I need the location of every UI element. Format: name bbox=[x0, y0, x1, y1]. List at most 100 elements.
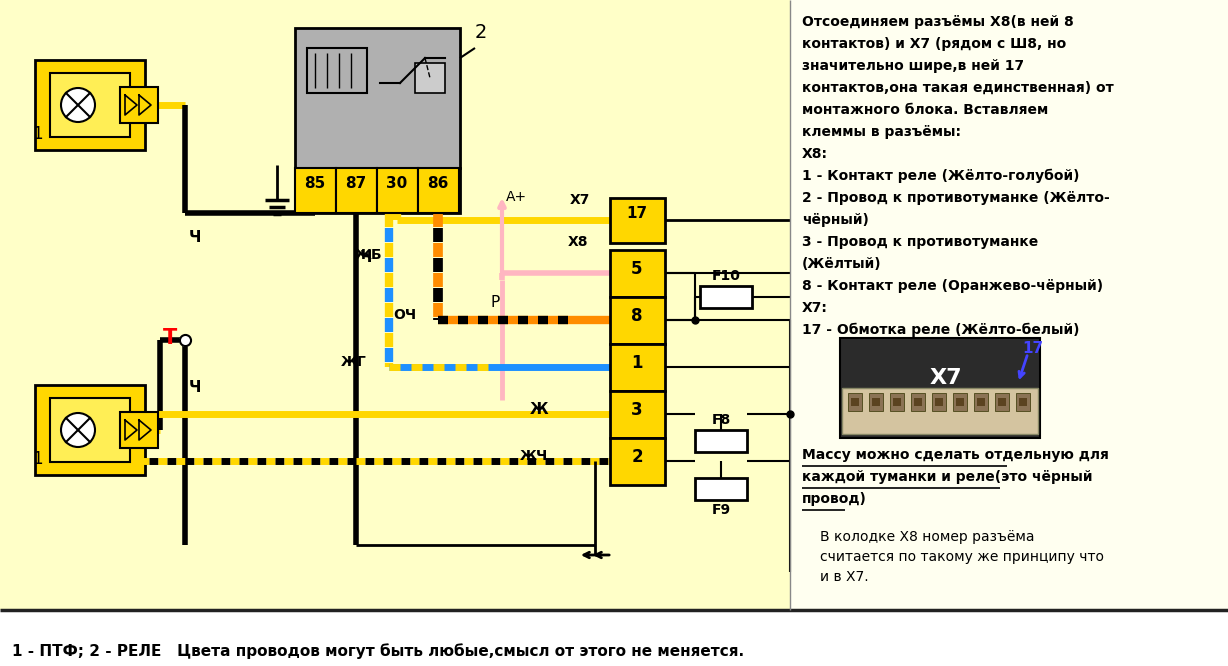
Text: Х8:: Х8: bbox=[802, 147, 828, 161]
Bar bbox=[911, 393, 925, 411]
Bar bbox=[307, 48, 367, 93]
Text: 5: 5 bbox=[631, 260, 642, 278]
Bar bbox=[295, 28, 460, 168]
Text: чёрный): чёрный) bbox=[802, 213, 869, 227]
Bar bbox=[377, 168, 418, 213]
Bar bbox=[851, 398, 860, 406]
Bar bbox=[610, 250, 666, 297]
Bar bbox=[1016, 393, 1030, 411]
Text: В колодке Х8 номер разъёма: В колодке Х8 номер разъёма bbox=[820, 530, 1034, 544]
Bar bbox=[893, 398, 901, 406]
Text: X8: X8 bbox=[569, 235, 588, 249]
Text: каждой туманки и реле(это чёрный: каждой туманки и реле(это чёрный bbox=[802, 470, 1093, 484]
Text: 85: 85 bbox=[305, 176, 325, 191]
Text: Отсоединяем разъёмы Х8(в ней 8: Отсоединяем разъёмы Х8(в ней 8 bbox=[802, 15, 1073, 29]
Bar bbox=[36, 60, 145, 150]
Bar bbox=[36, 385, 145, 475]
Text: и в Х7.: и в Х7. bbox=[820, 570, 868, 584]
Bar bbox=[869, 393, 883, 411]
Bar bbox=[953, 393, 966, 411]
Bar bbox=[120, 87, 158, 123]
Text: F8: F8 bbox=[711, 413, 731, 427]
Text: контактов,она такая единственная) от: контактов,она такая единственная) от bbox=[802, 81, 1114, 95]
Text: клеммы в разъёмы:: клеммы в разъёмы: bbox=[802, 125, 962, 139]
Text: 8: 8 bbox=[631, 307, 642, 325]
Text: Х7:: Х7: bbox=[802, 301, 828, 315]
Text: 2: 2 bbox=[631, 448, 642, 466]
Bar bbox=[790, 0, 1228, 610]
Text: провод): провод) bbox=[802, 492, 867, 506]
Bar bbox=[872, 398, 880, 406]
Bar bbox=[50, 398, 130, 462]
Text: считается по такому же принципу что: считается по такому же принципу что bbox=[820, 550, 1104, 564]
Bar bbox=[418, 168, 459, 213]
Text: 1: 1 bbox=[32, 450, 43, 468]
Bar bbox=[295, 168, 460, 213]
Text: 87: 87 bbox=[345, 176, 367, 191]
Bar bbox=[849, 393, 862, 411]
Text: 2: 2 bbox=[475, 23, 488, 42]
Bar bbox=[957, 398, 964, 406]
Text: Ч: Ч bbox=[189, 230, 201, 245]
Polygon shape bbox=[139, 420, 151, 440]
Text: 17: 17 bbox=[626, 206, 647, 221]
Text: 3: 3 bbox=[631, 401, 642, 419]
Bar bbox=[50, 73, 130, 137]
Bar bbox=[120, 412, 158, 448]
Text: 30: 30 bbox=[387, 176, 408, 191]
Bar bbox=[700, 286, 752, 308]
Text: Массу можно сделать отдельную для: Массу можно сделать отдельную для bbox=[802, 448, 1109, 462]
Circle shape bbox=[61, 413, 95, 447]
Text: значительно шире,в ней 17: значительно шире,в ней 17 bbox=[802, 59, 1024, 73]
Text: F9: F9 bbox=[711, 503, 731, 517]
Text: 17 - Обмотка реле (Жёлто-белый): 17 - Обмотка реле (Жёлто-белый) bbox=[802, 323, 1079, 337]
Bar bbox=[842, 388, 1038, 434]
Bar bbox=[0, 610, 1228, 666]
Polygon shape bbox=[125, 420, 138, 440]
Text: ЖЧ: ЖЧ bbox=[519, 449, 548, 463]
Circle shape bbox=[61, 88, 95, 122]
Text: Ж: Ж bbox=[530, 402, 549, 417]
Text: A+: A+ bbox=[506, 190, 527, 204]
Bar bbox=[610, 391, 666, 438]
Text: P: P bbox=[490, 295, 500, 310]
Text: X7: X7 bbox=[570, 193, 591, 207]
Bar bbox=[336, 168, 377, 213]
Text: 17: 17 bbox=[1022, 341, 1043, 356]
Bar bbox=[295, 168, 336, 213]
Text: Т: Т bbox=[163, 328, 177, 348]
Text: 1 - ПТФ; 2 - РЕЛЕ   Цвета проводов могут быть любые,смысл от этого не меняется.: 1 - ПТФ; 2 - РЕЛЕ Цвета проводов могут б… bbox=[12, 643, 744, 659]
Bar bbox=[932, 393, 946, 411]
Text: монтажного блока. Вставляем: монтажного блока. Вставляем bbox=[802, 103, 1049, 117]
Bar bbox=[998, 398, 1006, 406]
Text: 1: 1 bbox=[32, 125, 43, 143]
Polygon shape bbox=[125, 95, 138, 115]
Text: 1: 1 bbox=[631, 354, 642, 372]
Text: 3 - Провод к противотуманке: 3 - Провод к противотуманке bbox=[802, 235, 1038, 249]
Bar bbox=[415, 63, 445, 93]
Bar bbox=[0, 0, 790, 610]
Bar bbox=[840, 338, 1040, 438]
Bar bbox=[995, 393, 1009, 411]
Text: Ч: Ч bbox=[360, 250, 372, 265]
Bar bbox=[610, 344, 666, 391]
Bar bbox=[1019, 398, 1027, 406]
Text: 8 - Контакт реле (Оранжево-чёрный): 8 - Контакт реле (Оранжево-чёрный) bbox=[802, 279, 1103, 293]
Text: 86: 86 bbox=[427, 176, 448, 191]
Bar bbox=[610, 198, 666, 243]
Bar bbox=[935, 398, 943, 406]
Text: контактов) и Х7 (рядом с Ш8, но: контактов) и Х7 (рядом с Ш8, но bbox=[802, 37, 1066, 51]
Text: (Жёлтый): (Жёлтый) bbox=[802, 257, 882, 271]
Text: F10: F10 bbox=[711, 269, 740, 283]
Bar bbox=[695, 478, 747, 500]
Polygon shape bbox=[139, 95, 151, 115]
Text: ОЧ: ОЧ bbox=[393, 308, 416, 322]
Text: 2 - Провод к противотуманке (Жёлто-: 2 - Провод к противотуманке (Жёлто- bbox=[802, 191, 1110, 205]
Text: ЖГ: ЖГ bbox=[341, 355, 367, 369]
Text: 1 - Контакт реле (Жёлто-голубой): 1 - Контакт реле (Жёлто-голубой) bbox=[802, 169, 1079, 183]
Text: ЖБ: ЖБ bbox=[355, 248, 383, 262]
Bar bbox=[695, 430, 747, 452]
Bar bbox=[610, 438, 666, 485]
Text: X7: X7 bbox=[930, 368, 963, 388]
Bar bbox=[914, 398, 922, 406]
